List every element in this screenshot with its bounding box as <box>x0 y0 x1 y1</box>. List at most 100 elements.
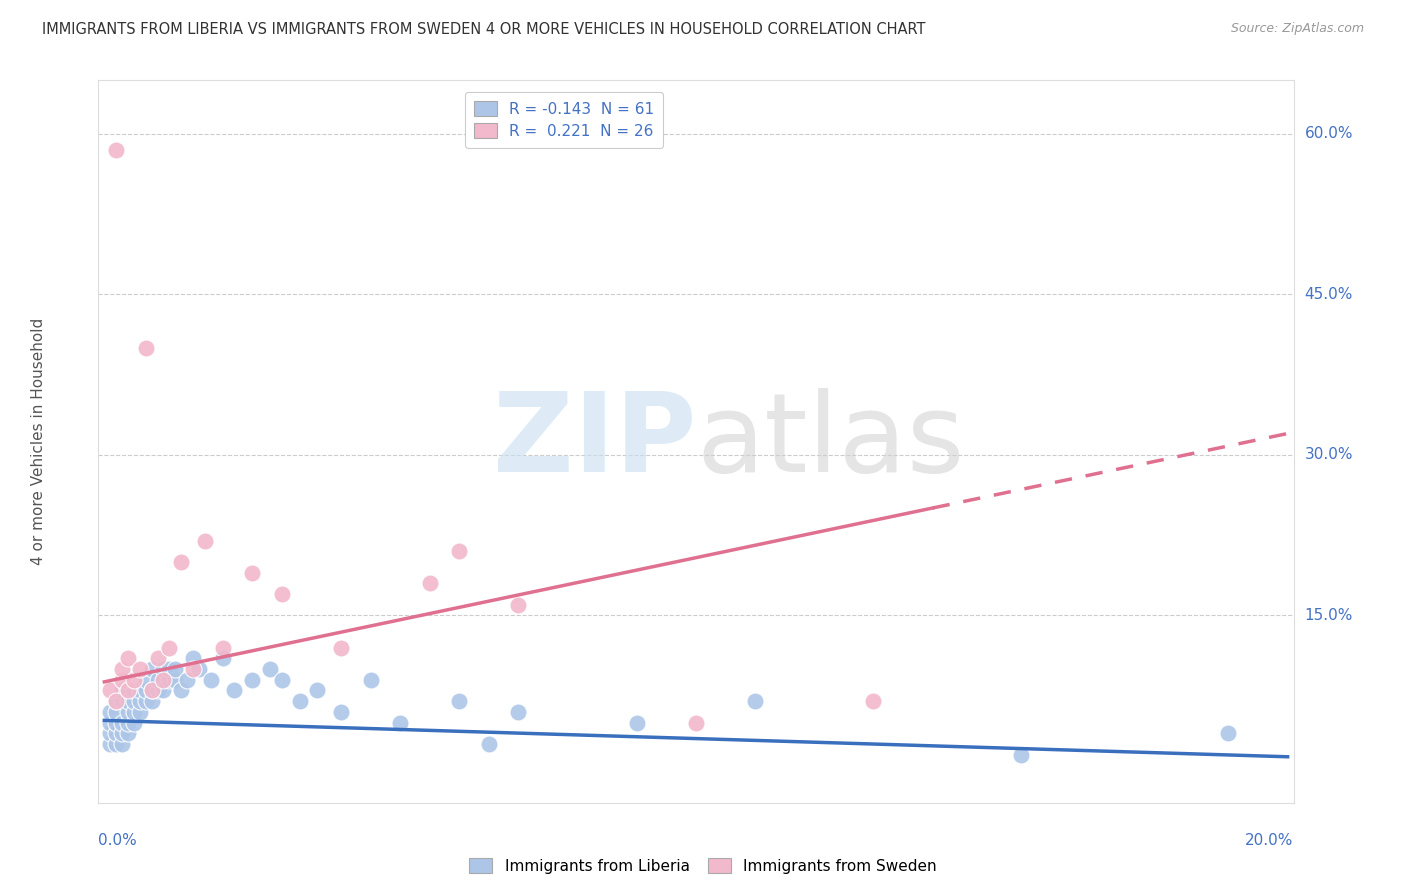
Point <box>105 143 128 157</box>
Point <box>128 694 150 708</box>
Point <box>146 651 169 665</box>
Point <box>152 673 174 687</box>
Point <box>224 683 246 698</box>
Point <box>128 683 150 698</box>
Text: Source: ZipAtlas.com: Source: ZipAtlas.com <box>1230 22 1364 36</box>
Point <box>117 705 139 719</box>
Point <box>419 576 441 591</box>
Point <box>98 683 121 698</box>
Point <box>157 673 180 687</box>
Point <box>157 662 180 676</box>
Point <box>240 566 263 580</box>
Text: IMMIGRANTS FROM LIBERIA VS IMMIGRANTS FROM SWEDEN 4 OR MORE VEHICLES IN HOUSEHOL: IMMIGRANTS FROM LIBERIA VS IMMIGRANTS FR… <box>42 22 925 37</box>
Point <box>128 705 150 719</box>
Point <box>152 662 174 676</box>
Point <box>389 715 412 730</box>
Point <box>141 662 163 676</box>
Point <box>105 726 128 740</box>
Point <box>111 673 134 687</box>
Point <box>122 683 145 698</box>
Legend: Immigrants from Liberia, Immigrants from Sweden: Immigrants from Liberia, Immigrants from… <box>463 852 943 880</box>
Point <box>117 715 139 730</box>
Point <box>146 673 169 687</box>
Text: 20.0%: 20.0% <box>1246 833 1294 848</box>
Point <box>98 705 121 719</box>
Point <box>111 726 134 740</box>
Point <box>117 651 139 665</box>
Point <box>135 341 157 355</box>
Point <box>105 694 128 708</box>
Point <box>105 715 128 730</box>
Point <box>141 683 163 698</box>
Text: ZIP: ZIP <box>492 388 696 495</box>
Point <box>288 694 311 708</box>
Point <box>157 640 180 655</box>
Point <box>111 715 134 730</box>
Point <box>307 683 329 698</box>
Point <box>1218 726 1240 740</box>
Point <box>360 673 382 687</box>
Point <box>98 737 121 751</box>
Point <box>117 683 139 698</box>
Text: 60.0%: 60.0% <box>1305 127 1353 141</box>
Point <box>105 737 128 751</box>
Point <box>122 673 145 687</box>
Point <box>211 640 233 655</box>
Point <box>165 673 187 687</box>
Text: 15.0%: 15.0% <box>1305 608 1353 623</box>
Point <box>111 662 134 676</box>
Point <box>111 737 134 751</box>
Point <box>181 651 204 665</box>
Point <box>141 694 163 708</box>
Point <box>194 533 217 548</box>
Point <box>270 673 292 687</box>
Point <box>330 705 353 719</box>
Point <box>176 673 198 687</box>
Point <box>200 673 222 687</box>
Point <box>141 683 163 698</box>
Point <box>508 705 530 719</box>
Point <box>135 694 157 708</box>
Text: 4 or more Vehicles in Household: 4 or more Vehicles in Household <box>31 318 46 566</box>
Point <box>105 705 128 719</box>
Legend: R = -0.143  N = 61, R =  0.221  N = 26: R = -0.143 N = 61, R = 0.221 N = 26 <box>464 92 664 148</box>
Point <box>128 662 150 676</box>
Point <box>685 715 707 730</box>
Point <box>152 683 174 698</box>
Point <box>181 662 204 676</box>
Point <box>478 737 501 751</box>
Point <box>105 694 128 708</box>
Text: 30.0%: 30.0% <box>1305 448 1353 462</box>
Point <box>111 683 134 698</box>
Text: 0.0%: 0.0% <box>98 833 138 848</box>
Point <box>135 683 157 698</box>
Point <box>188 662 211 676</box>
Point <box>170 555 193 569</box>
Point <box>117 726 139 740</box>
Point <box>146 683 169 698</box>
Point <box>122 705 145 719</box>
Point <box>211 651 233 665</box>
Point <box>259 662 281 676</box>
Point <box>122 715 145 730</box>
Point <box>626 715 648 730</box>
Point <box>98 715 121 730</box>
Point <box>111 694 134 708</box>
Point <box>117 694 139 708</box>
Text: 45.0%: 45.0% <box>1305 287 1353 301</box>
Point <box>862 694 884 708</box>
Point <box>170 683 193 698</box>
Point <box>122 694 145 708</box>
Point <box>330 640 353 655</box>
Point <box>744 694 766 708</box>
Point <box>98 726 121 740</box>
Point <box>135 673 157 687</box>
Point <box>449 544 471 558</box>
Point <box>270 587 292 601</box>
Point <box>1010 747 1032 762</box>
Point <box>240 673 263 687</box>
Point <box>165 662 187 676</box>
Point <box>508 598 530 612</box>
Text: atlas: atlas <box>696 388 965 495</box>
Point <box>449 694 471 708</box>
